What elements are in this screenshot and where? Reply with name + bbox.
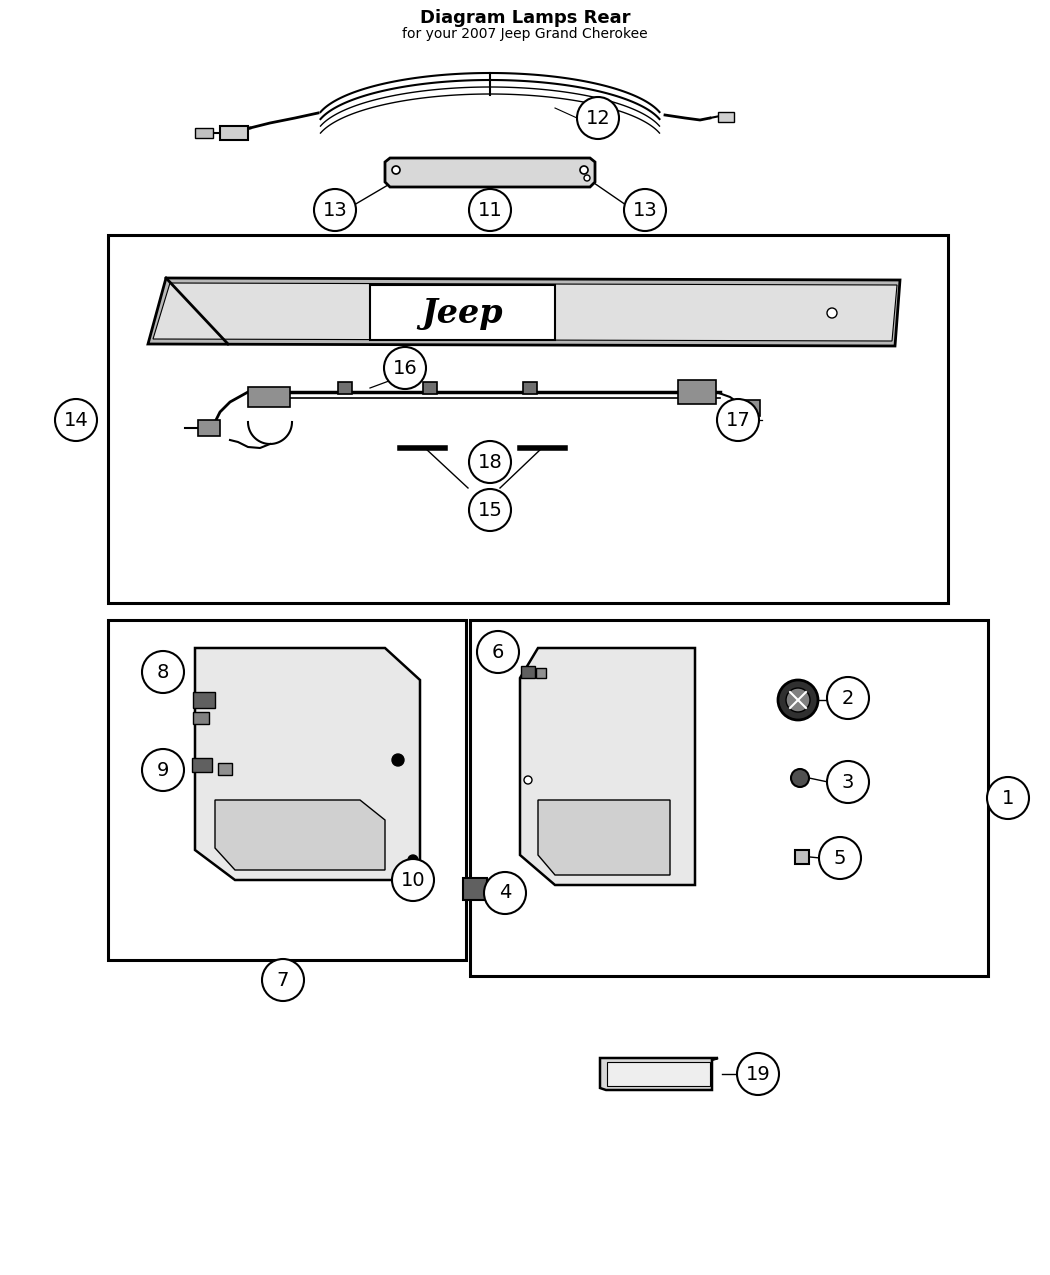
Bar <box>193 711 209 724</box>
Bar <box>370 286 555 340</box>
Text: 2: 2 <box>842 688 855 708</box>
Text: Jeep: Jeep <box>422 297 503 330</box>
Circle shape <box>314 189 356 231</box>
Text: 17: 17 <box>726 411 751 430</box>
Circle shape <box>469 189 511 231</box>
Polygon shape <box>153 283 897 340</box>
Text: 19: 19 <box>746 1065 771 1084</box>
Text: 5: 5 <box>834 848 846 867</box>
Text: Diagram Lamps Rear: Diagram Lamps Rear <box>420 9 630 27</box>
Bar <box>195 128 213 138</box>
Text: 12: 12 <box>586 108 610 128</box>
Text: 16: 16 <box>393 358 418 377</box>
Circle shape <box>737 1053 779 1095</box>
Circle shape <box>477 631 519 673</box>
Circle shape <box>987 776 1029 819</box>
Text: 14: 14 <box>64 411 88 430</box>
Text: 15: 15 <box>478 501 503 519</box>
Text: 13: 13 <box>322 200 348 219</box>
Bar <box>193 692 215 708</box>
Circle shape <box>578 97 619 139</box>
Text: 7: 7 <box>277 970 289 989</box>
Polygon shape <box>215 799 385 870</box>
Circle shape <box>827 309 837 317</box>
Bar <box>521 666 536 678</box>
Bar <box>523 382 537 394</box>
Circle shape <box>717 399 759 441</box>
Circle shape <box>392 859 434 901</box>
Circle shape <box>392 166 400 173</box>
Text: 3: 3 <box>842 773 855 792</box>
Circle shape <box>827 761 869 803</box>
Polygon shape <box>538 799 670 875</box>
Polygon shape <box>248 388 290 407</box>
Bar <box>678 380 716 404</box>
Polygon shape <box>385 158 595 187</box>
Polygon shape <box>607 1062 710 1086</box>
Text: 4: 4 <box>499 884 511 903</box>
Text: 11: 11 <box>478 200 502 219</box>
Bar <box>108 235 948 603</box>
Text: for your 2007 Jeep Grand Cherokee: for your 2007 Jeep Grand Cherokee <box>402 27 648 41</box>
Bar <box>423 382 437 394</box>
Text: 9: 9 <box>156 760 169 779</box>
Circle shape <box>819 836 861 878</box>
Circle shape <box>584 175 590 181</box>
Circle shape <box>484 872 526 914</box>
Circle shape <box>142 652 184 694</box>
Bar <box>338 382 352 394</box>
Bar <box>795 850 808 864</box>
Circle shape <box>262 959 304 1001</box>
Text: 1: 1 <box>1002 788 1014 807</box>
Bar <box>198 419 220 436</box>
Circle shape <box>524 776 532 784</box>
Bar <box>463 878 487 900</box>
Circle shape <box>786 688 810 711</box>
Bar <box>218 762 232 775</box>
Polygon shape <box>148 278 900 346</box>
Text: 13: 13 <box>632 200 657 219</box>
Circle shape <box>778 680 818 720</box>
Circle shape <box>384 347 426 389</box>
Circle shape <box>142 748 184 790</box>
Polygon shape <box>600 1058 718 1090</box>
Circle shape <box>408 856 418 864</box>
Text: 8: 8 <box>156 663 169 682</box>
Bar <box>470 620 988 975</box>
Bar <box>108 620 466 960</box>
Bar <box>220 126 248 140</box>
Text: 18: 18 <box>478 453 502 472</box>
Bar <box>192 759 212 771</box>
Circle shape <box>469 490 511 530</box>
Circle shape <box>624 189 666 231</box>
Text: 10: 10 <box>401 871 425 890</box>
Circle shape <box>55 399 97 441</box>
Bar <box>718 112 734 122</box>
Circle shape <box>392 754 404 766</box>
Polygon shape <box>520 648 695 885</box>
Circle shape <box>580 166 588 173</box>
Text: 6: 6 <box>491 643 504 662</box>
Circle shape <box>827 677 869 719</box>
Polygon shape <box>195 648 420 880</box>
Circle shape <box>791 769 808 787</box>
Bar <box>536 668 546 678</box>
Bar <box>738 400 760 416</box>
Circle shape <box>469 441 511 483</box>
